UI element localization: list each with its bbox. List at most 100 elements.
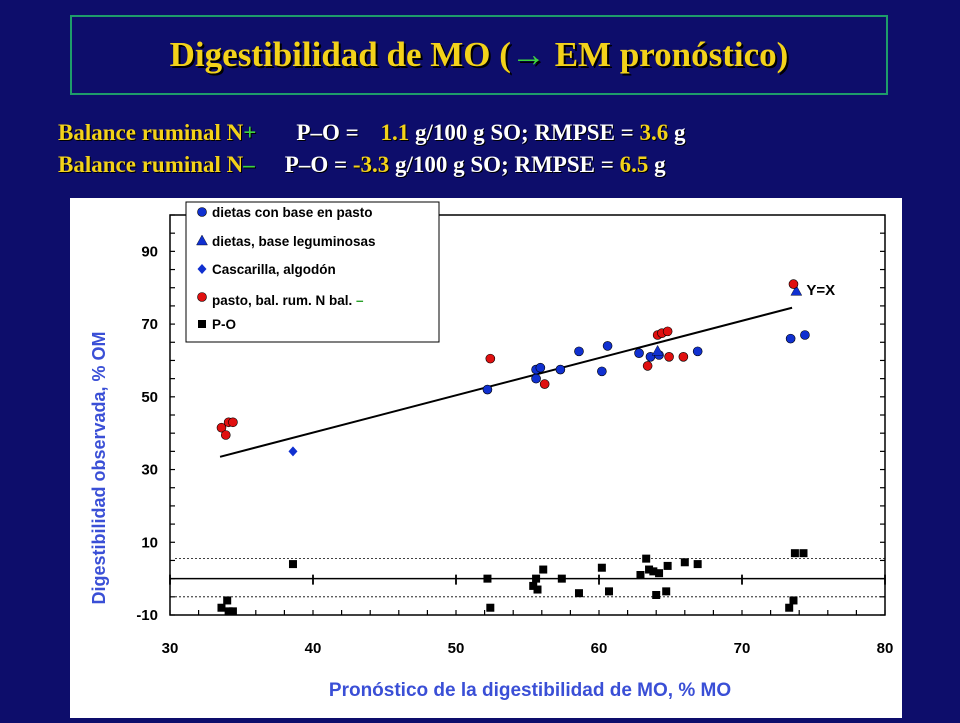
data-point-series-4: [597, 563, 606, 572]
legend-marker: [198, 320, 206, 328]
data-point-series-0: [574, 346, 584, 357]
data-point-series-4: [486, 603, 495, 612]
stat-value-rmpse: 3.6: [639, 120, 669, 145]
y-tick-label: 30: [141, 462, 158, 479]
legend-dash: –: [356, 293, 364, 308]
y-tick-label: 70: [141, 316, 158, 333]
data-point-series-3: [788, 279, 799, 289]
stat-text-po: P–O =: [284, 152, 353, 177]
y-axis-label: Digestibilidad observada, % OM: [89, 331, 109, 604]
data-point-series-0: [634, 348, 644, 358]
data-point-series-0: [602, 341, 613, 351]
x-tick-label: 80: [877, 640, 894, 657]
data-point-series-0: [597, 366, 607, 377]
stat-line-positive: Balance ruminal N+ P–O = 1.1 g/100 g SO; …: [58, 120, 686, 146]
stat-label: Balance ruminal N: [58, 152, 244, 177]
data-point-series-4: [663, 561, 672, 570]
stat-label: Balance ruminal N: [58, 120, 244, 145]
y-tick-label: 90: [141, 243, 158, 260]
x-tick-label: 50: [448, 640, 465, 657]
x-axis-label: Pronóstico de la digestibilidad de MO, %…: [329, 680, 731, 701]
data-point-series-4: [785, 603, 794, 612]
data-point-series-4: [649, 567, 658, 576]
data-point-series-4: [790, 549, 799, 558]
data-point-series-4: [642, 554, 651, 563]
data-point-series-3: [642, 361, 653, 371]
x-tick-label: 30: [162, 640, 179, 657]
data-points: [216, 279, 810, 616]
x-axis-ticks: 30 40 50 60 70 80: [162, 574, 894, 657]
data-point-series-4: [645, 565, 654, 574]
data-point-series-4: [532, 574, 541, 583]
x-tick-label: 70: [734, 640, 751, 657]
data-point-series-0: [531, 373, 541, 384]
stat-unit: g: [668, 120, 686, 145]
data-point-series-0: [800, 330, 810, 340]
y-equals-x-line: [219, 306, 793, 458]
data-point-series-4: [483, 574, 492, 583]
legend-marker: [197, 207, 207, 217]
data-point-series-4: [693, 560, 702, 569]
data-point-series-4: [636, 571, 645, 579]
y-equals-x-label: Y=X: [806, 282, 835, 299]
data-point-series-4: [529, 581, 538, 590]
legend-marker: [196, 234, 208, 246]
title-box: Digestibilidad de MO (→ EM pronóstico): [70, 15, 888, 95]
data-point-series-3: [678, 352, 689, 362]
data-point-series-4: [652, 591, 661, 599]
x-tick-label: 60: [591, 640, 608, 657]
data-point-series-4: [789, 596, 798, 605]
stat-sign: –: [243, 152, 255, 177]
data-point-series-3: [220, 430, 231, 440]
stat-sign: +: [243, 120, 257, 145]
data-point-series-4: [217, 603, 226, 612]
x-tick-label: 40: [305, 640, 322, 657]
data-point-series-4: [224, 607, 233, 616]
data-point-series-3: [662, 326, 673, 337]
data-point-series-4: [574, 589, 583, 598]
data-point-series-3: [228, 417, 238, 428]
data-point-series-2: [288, 446, 298, 457]
data-point-series-0: [555, 364, 566, 375]
data-point-series-4: [288, 560, 297, 569]
data-point-series-3: [216, 422, 227, 433]
y-tick-label: 10: [141, 534, 158, 551]
data-point-series-4: [228, 607, 237, 616]
data-point-series-3: [664, 352, 674, 362]
y-tick-label: 50: [141, 389, 158, 406]
title-suffix: EM pronóstico): [545, 35, 789, 74]
y-tick-label: -10: [136, 607, 158, 624]
data-point-series-4: [533, 585, 542, 594]
stat-text-rmpse: g/100 g SO; RMPSE =: [389, 152, 620, 177]
legend: dietas con base en pasto dietas, base leg…: [185, 201, 440, 343]
stat-value-po: 1.1: [380, 120, 410, 145]
data-point-series-0: [482, 384, 493, 395]
data-point-series-4: [655, 569, 664, 578]
page-title: Digestibilidad de MO (→ EM pronóstico): [170, 35, 789, 75]
data-point-series-4: [557, 574, 566, 583]
legend-box: [185, 201, 440, 343]
stat-value-po: -3.3: [352, 152, 390, 177]
data-point-series-4: [605, 587, 614, 596]
legend-label: P-O: [212, 317, 236, 332]
data-point-series-4: [223, 596, 232, 605]
legend-label: dietas con base en pasto: [212, 205, 373, 220]
legend-marker: [197, 292, 207, 302]
data-point-series-0: [692, 346, 703, 357]
y-axis-ticks: -10 10 30 50 70 90: [136, 214, 885, 624]
stat-unit: g: [648, 152, 666, 177]
stat-value-rmpse: 6.5: [619, 152, 649, 177]
data-point-series-0: [535, 362, 546, 373]
data-point-series-3: [485, 353, 496, 364]
stat-text-rmpse: g/100 g SO; RMPSE =: [409, 120, 640, 145]
chart-panel: -10 10 30 50 70 90 30 40 50 60 70 80 Y=X dietas co…: [70, 198, 902, 718]
scatter-chart: -10 10 30 50 70 90 30 40 50 60 70 80 Y=X dietas co…: [89, 201, 894, 701]
stat-line-negative: Balance ruminal N– P–O = -3.3 g/100 g SO;…: [58, 152, 666, 178]
data-point-series-4: [799, 549, 808, 558]
data-point-series-4: [680, 558, 689, 567]
data-point-series-3: [539, 379, 550, 389]
title-prefix: Digestibilidad de MO (: [169, 35, 511, 74]
data-point-series-1: [790, 284, 803, 296]
legend-marker: [197, 264, 207, 274]
legend-label: dietas, base leguminosas: [212, 234, 376, 249]
